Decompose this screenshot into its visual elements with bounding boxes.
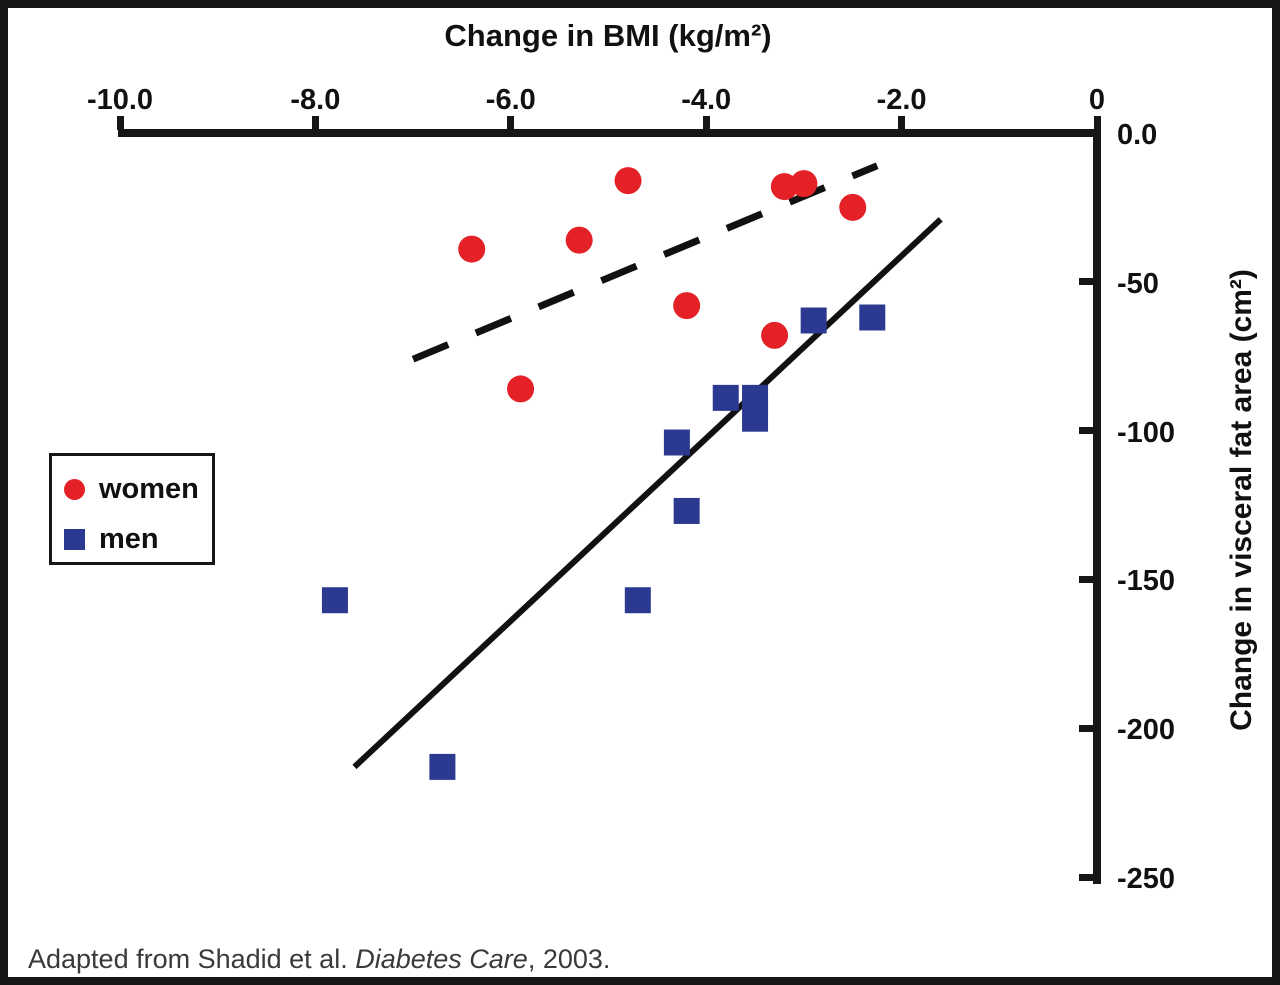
x-tick-label: -10.0 xyxy=(86,84,154,116)
y-tick xyxy=(1079,278,1094,286)
y-tick-label: 0.0 xyxy=(1117,119,1158,151)
x-tick xyxy=(116,116,124,130)
y-tick-label: -150 xyxy=(1117,565,1176,598)
data-point-women xyxy=(839,193,867,221)
x-tick-label: 0 xyxy=(1088,84,1106,116)
source-caption: Adapted from Shadid et al. Diabetes Care… xyxy=(28,944,610,975)
x-tick-label: -2.0 xyxy=(876,84,927,116)
legend-men-label: men xyxy=(99,522,159,555)
x-tick xyxy=(702,116,710,130)
y-tick xyxy=(1079,873,1094,881)
caption-suffix: , 2003. xyxy=(527,944,611,974)
caption-journal: Diabetes Care xyxy=(355,944,528,974)
legend-men-marker xyxy=(64,528,85,550)
legend-entry-women: women xyxy=(64,472,199,506)
legend-women-marker xyxy=(64,478,85,500)
caption-prefix: Adapted from Shadid et al. xyxy=(28,944,356,974)
chart-title: Change in BMI (kg/m²) xyxy=(444,18,772,53)
data-point-women xyxy=(507,375,535,403)
data-point-men xyxy=(663,429,690,456)
data-point-women xyxy=(673,292,701,320)
y-axis-line xyxy=(1093,129,1101,884)
data-point-women xyxy=(565,226,593,254)
data-point-men xyxy=(429,753,456,780)
chart-canvas: Change in BMI (kg/m²) -10.0 -8.0 -6.0 -4.0 -… xyxy=(8,8,1272,977)
data-point-men xyxy=(712,384,739,411)
data-point-men xyxy=(624,587,651,614)
data-point-men xyxy=(742,405,769,432)
data-point-women xyxy=(761,321,789,349)
legend-women-label: women xyxy=(99,472,199,505)
x-tick-label: -4.0 xyxy=(681,84,732,116)
men-trend-line xyxy=(352,217,943,770)
x-tick xyxy=(311,116,319,130)
legend: women men xyxy=(49,453,215,565)
y-tick xyxy=(1079,575,1094,583)
y-tick xyxy=(1079,724,1094,732)
data-point-women xyxy=(614,167,642,195)
data-point-women xyxy=(458,235,486,263)
data-point-men xyxy=(321,587,348,614)
data-point-men xyxy=(673,497,700,524)
women-trend-line xyxy=(411,162,879,363)
y-tick-label: -50 xyxy=(1117,267,1159,300)
y-axis-title: Change in visceral fat area (cm²) xyxy=(1225,269,1258,731)
y-tick-label: -100 xyxy=(1117,416,1176,449)
y-tick-label: -200 xyxy=(1117,714,1176,747)
x-tick-label: -8.0 xyxy=(290,84,341,116)
x-axis-line xyxy=(118,129,1101,137)
data-point-men xyxy=(800,307,827,334)
x-tick xyxy=(507,116,515,130)
data-point-women xyxy=(790,170,818,198)
legend-entry-men: men xyxy=(64,522,159,556)
x-tick xyxy=(1093,116,1101,130)
scatter-plot xyxy=(321,162,943,780)
y-tick-label: -250 xyxy=(1117,863,1176,895)
y-tick xyxy=(1079,427,1094,435)
x-tick-label: -6.0 xyxy=(485,84,536,116)
data-point-men xyxy=(859,304,886,331)
x-tick xyxy=(898,116,906,130)
